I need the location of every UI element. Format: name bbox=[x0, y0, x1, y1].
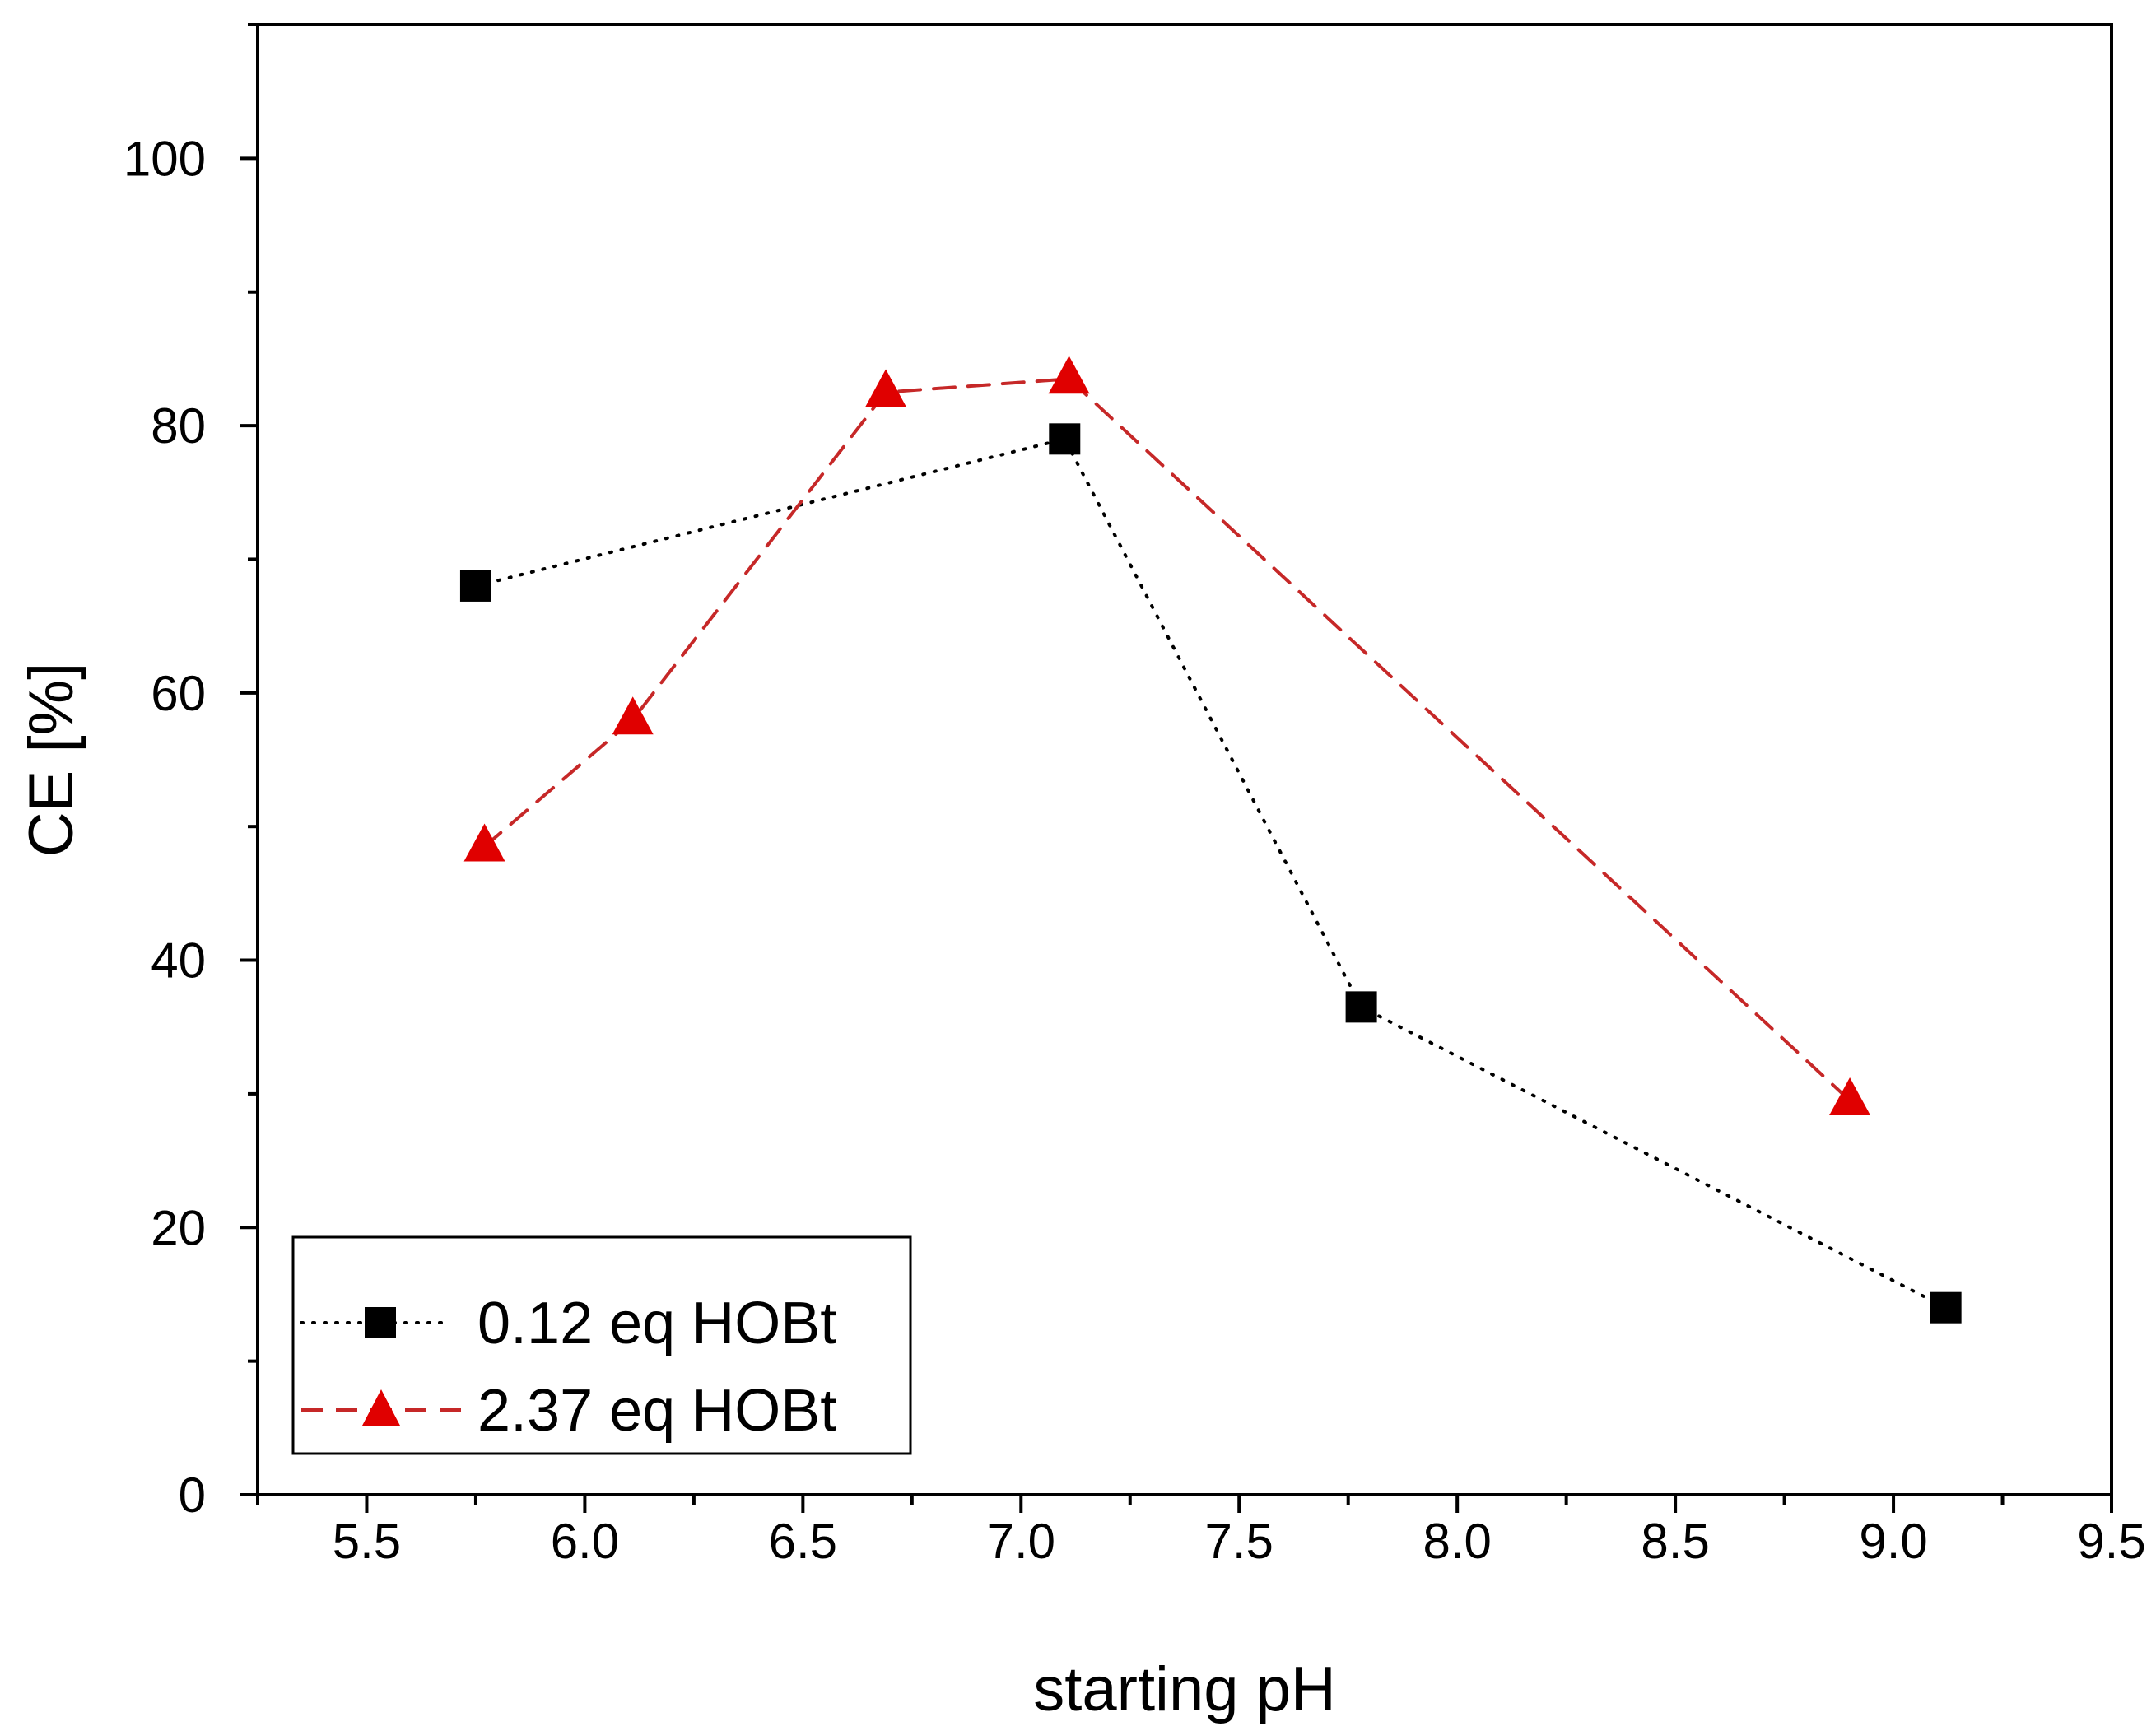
y-axis-title: CE [%] bbox=[16, 663, 86, 858]
data-point-triangle bbox=[463, 823, 505, 862]
data-point-square bbox=[459, 570, 491, 602]
x-tick-label: 5.5 bbox=[333, 1514, 401, 1569]
y-axis-ticks: 0 20 40 60 80 100 bbox=[123, 23, 258, 1523]
y-tick-label: 0 bbox=[179, 1468, 206, 1523]
x-tick-label: 9.0 bbox=[1859, 1514, 1927, 1569]
plot-frame bbox=[256, 23, 2113, 1496]
x-tick-label: 6.5 bbox=[769, 1514, 837, 1569]
y-tick-label: 60 bbox=[151, 666, 206, 721]
legend-label-0: 0.12 eq HOBt bbox=[477, 1291, 836, 1356]
y-tick-label: 100 bbox=[123, 131, 206, 186]
x-tick-label: 6.0 bbox=[551, 1514, 619, 1569]
legend-marker-square bbox=[365, 1307, 396, 1338]
data-point-triangle bbox=[612, 696, 654, 735]
x-tick-label: 8.0 bbox=[1423, 1514, 1491, 1569]
x-axis-title: starting pH bbox=[1033, 1654, 1336, 1724]
y-tick-label: 80 bbox=[151, 398, 206, 454]
x-axis-ticks: 5.5 6.0 6.5 7.0 7.5 8.0 8.5 9.0 9.5 bbox=[256, 1495, 2146, 1569]
legend-box bbox=[291, 1235, 912, 1455]
legend-marker-triangle bbox=[362, 1389, 400, 1426]
x-tick-label: 7.0 bbox=[987, 1514, 1055, 1569]
x-tick-label: 7.5 bbox=[1205, 1514, 1274, 1569]
legend-label-1: 2.37 eq HOBt bbox=[477, 1378, 836, 1444]
series-layer bbox=[459, 356, 1962, 1324]
data-point-square bbox=[1049, 423, 1081, 455]
y-tick-label: 20 bbox=[151, 1200, 206, 1255]
data-point-square bbox=[1930, 1291, 1962, 1324]
data-point-triangle bbox=[1829, 1077, 1871, 1116]
data-point-square bbox=[1345, 991, 1377, 1023]
data-point-triangle bbox=[865, 369, 907, 407]
y-tick-label: 40 bbox=[151, 933, 206, 989]
x-tick-label: 8.5 bbox=[1641, 1514, 1709, 1569]
x-tick-label: 9.5 bbox=[2077, 1514, 2145, 1569]
data-point-triangle bbox=[1048, 356, 1090, 394]
series-line-1 bbox=[482, 377, 1852, 1103]
legend: 0.12 eq HOBt 2.37 eq HOBt bbox=[291, 1235, 912, 1455]
series-line-0 bbox=[473, 437, 1948, 1310]
